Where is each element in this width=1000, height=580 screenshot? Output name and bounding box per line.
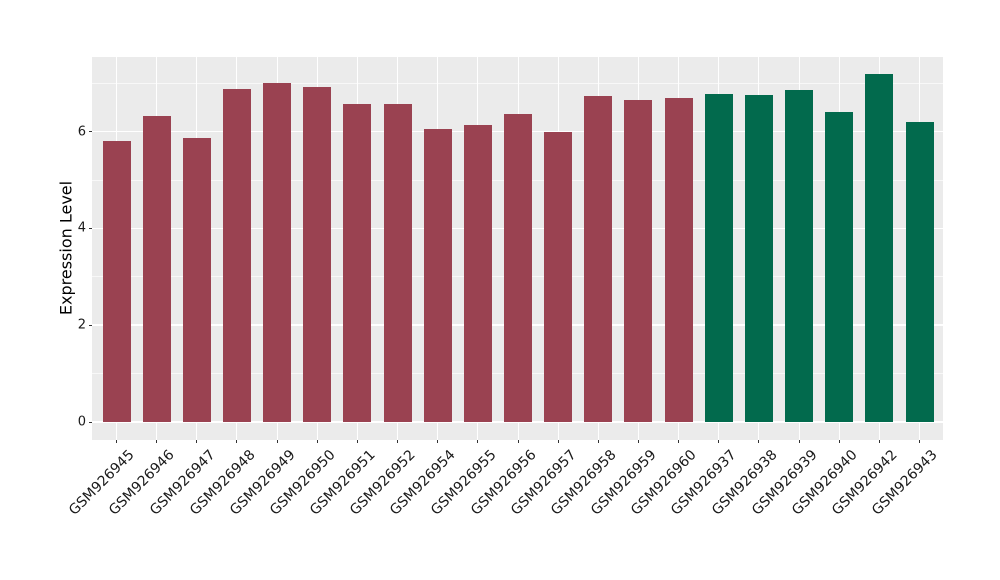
y-tick-label: 4: [77, 220, 86, 236]
bar-GSM926957: [544, 131, 573, 422]
x-axis-tick: [718, 440, 720, 443]
plot-panel: [92, 57, 943, 440]
bar-GSM926955: [463, 124, 492, 422]
x-axis-tick: [838, 440, 840, 443]
x-axis-tick: [678, 440, 680, 443]
x-axis-tick: [637, 440, 639, 443]
bar-GSM926945: [102, 140, 131, 422]
bar-GSM926938: [744, 94, 773, 422]
bar-GSM926958: [584, 95, 613, 422]
x-axis-tick: [236, 440, 238, 443]
bar-GSM926949: [263, 82, 292, 422]
bar-GSM926952: [383, 103, 412, 422]
y-axis-tick: [89, 421, 92, 423]
x-axis-tick: [356, 440, 358, 443]
bar-GSM926956: [504, 114, 532, 422]
y-axis-tick: [89, 131, 92, 133]
y-tick-label: 6: [77, 124, 86, 140]
x-axis-tick: [477, 440, 479, 443]
bar-GSM926959: [624, 100, 653, 422]
x-axis-tick: [798, 440, 800, 443]
x-axis-tick: [758, 440, 760, 443]
y-axis-tick: [89, 227, 92, 229]
y-tick-label: 0: [77, 414, 86, 430]
x-axis-tick: [919, 440, 920, 443]
x-axis-tick: [437, 440, 439, 443]
bar-GSM926942: [865, 73, 894, 422]
bar-GSM926937: [704, 94, 733, 422]
x-axis-tick: [276, 440, 278, 443]
bar-GSM926948: [222, 88, 251, 422]
y-tick-label: 2: [77, 317, 86, 333]
y-axis-title: Expression Level: [56, 180, 76, 316]
x-axis-tick: [517, 440, 519, 443]
bar-GSM926950: [303, 86, 332, 422]
bar-GSM926943: [905, 121, 934, 422]
bar-GSM926951: [343, 104, 372, 422]
bar-GSM926939: [785, 89, 814, 422]
x-axis-tick: [196, 440, 198, 443]
bar-GSM926954: [423, 128, 452, 422]
x-axis-tick: [316, 440, 318, 443]
x-axis-tick: [878, 440, 880, 443]
bar-GSM926947: [182, 138, 211, 422]
x-axis-tick: [557, 440, 559, 443]
x-axis-tick: [597, 440, 599, 443]
x-axis-tick: [116, 440, 117, 443]
bar-GSM926940: [825, 111, 854, 422]
bar-GSM926946: [142, 116, 171, 422]
y-axis-tick: [89, 324, 92, 326]
x-axis-tick: [397, 440, 399, 443]
x-axis-tick: [156, 440, 158, 443]
bar-GSM926960: [664, 98, 693, 422]
